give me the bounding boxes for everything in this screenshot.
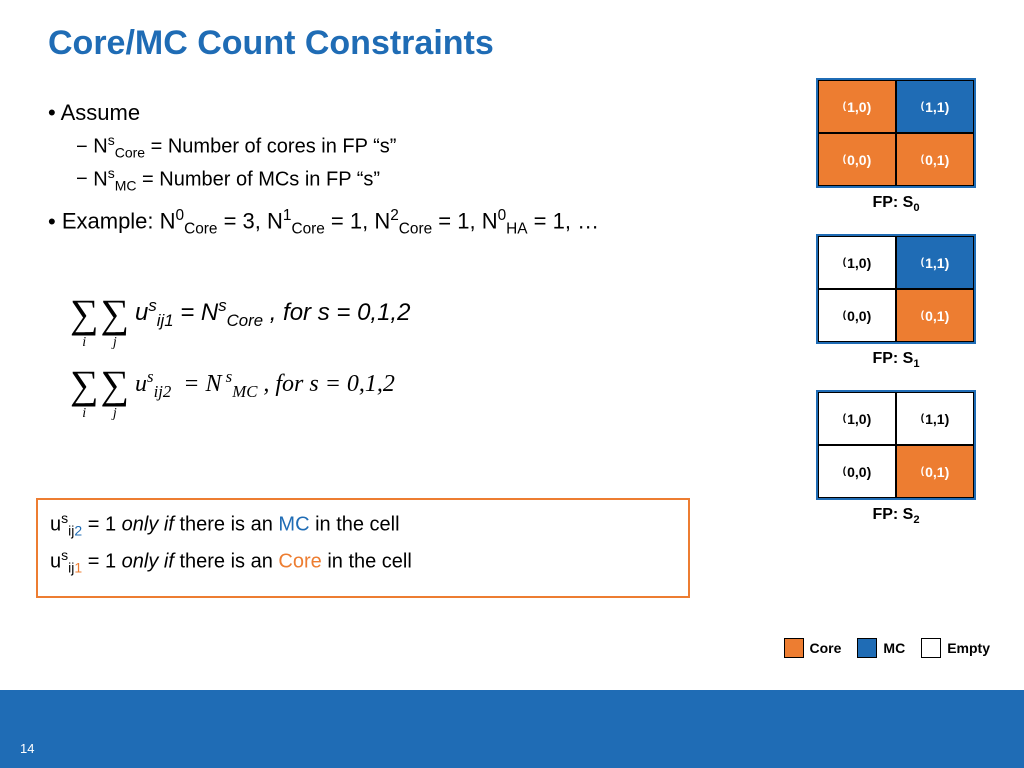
cell: (1,0) [818, 392, 896, 445]
grids-column: (1,0)(1,1)(0,0)(0,1)FP: S0(1,0)(1,1)(0,0… [796, 78, 996, 547]
grid-label: FP: S0 [796, 194, 996, 214]
empty-swatch [921, 638, 941, 658]
bullet-assume: Assume [48, 100, 728, 126]
cell: (1,1) [896, 236, 974, 289]
formulas: ∑i ∑j usij1 = NsCore , for s = 0,1,2 ∑i … [70, 290, 410, 432]
cell: (1,0) [818, 236, 896, 289]
page-number: 14 [20, 741, 34, 756]
legend-mc: MC [857, 638, 905, 658]
cell: (1,1) [896, 80, 974, 133]
core-swatch [784, 638, 804, 658]
page-title: Core/MC Count Constraints [48, 24, 494, 63]
grid-block-0: (1,0)(1,1)(0,0)(0,1) FP: S0 [796, 78, 996, 214]
cell: (0,0) [818, 133, 896, 186]
legend-empty: Empty [921, 638, 990, 658]
cell: (1,1) [896, 392, 974, 445]
grid-label: FP: S1 [796, 350, 996, 370]
grid-block-1: (1,0)(1,1)(0,0)(0,1) FP: S1 [796, 234, 996, 370]
cell: (0,0) [818, 289, 896, 342]
grid-block-2: (1,0)(1,1)(0,0)(0,1) FP: S2 [796, 390, 996, 526]
grid-2: (1,0)(1,1)(0,0)(0,1) [816, 390, 976, 500]
equation-1: ∑i ∑j usij1 = NsCore , for s = 0,1,2 [70, 290, 410, 337]
mc-swatch [857, 638, 877, 658]
content-block: Assume NsCore = Number of cores in FP “s… [48, 100, 728, 245]
cell: (0,1) [896, 445, 974, 498]
cell: (0,1) [896, 289, 974, 342]
cell: (0,1) [896, 133, 974, 186]
grid-1: (1,0)(1,1)(0,0)(0,1) [816, 234, 976, 344]
legend-core: Core [784, 638, 842, 658]
bullet-example: Example: N0Core = 3, N1Core = 1, N2Core … [48, 207, 728, 239]
box-line-mc: usij2 = 1 only if there is an MC in the … [50, 510, 676, 539]
definition-box: usij2 = 1 only if there is an MC in the … [36, 498, 690, 598]
def-mc: NsMC = Number of MCs in FP “s” [76, 165, 728, 194]
footer-bar: 14 [0, 690, 1024, 768]
cell: (0,0) [818, 445, 896, 498]
grid-label: FP: S2 [796, 506, 996, 526]
legend: Core MC Empty [784, 638, 990, 658]
grid-0: (1,0)(1,1)(0,0)(0,1) [816, 78, 976, 188]
equation-2: ∑i ∑j usij2 = N sMC , for s = 0,1,2 [70, 361, 410, 408]
cell: (1,0) [818, 80, 896, 133]
box-line-core: usij1 = 1 only if there is an Core in th… [50, 547, 676, 576]
def-core: NsCore = Number of cores in FP “s” [76, 132, 728, 161]
